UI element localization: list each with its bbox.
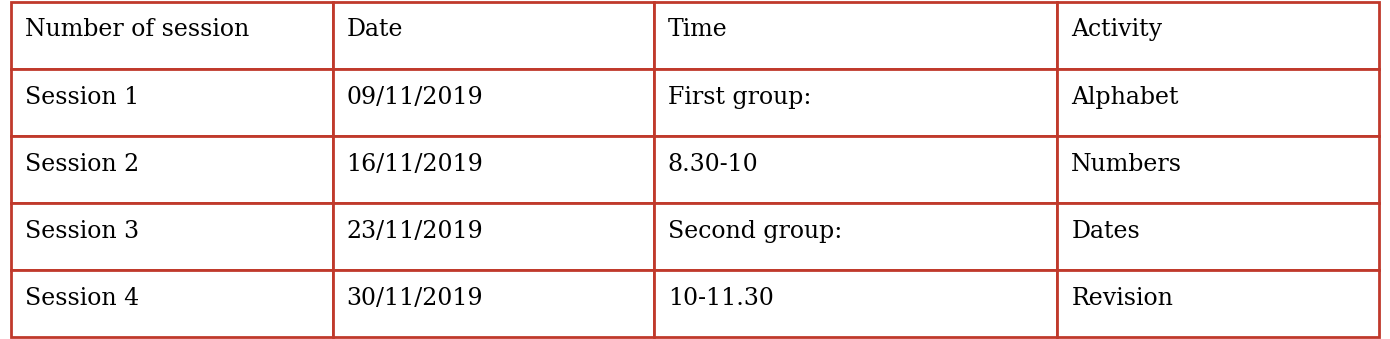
- Text: Date: Date: [346, 18, 403, 41]
- Text: Second group:: Second group:: [667, 220, 842, 243]
- Bar: [332, 136, 653, 203]
- Bar: [1058, 270, 1379, 337]
- Bar: [11, 136, 332, 203]
- Text: Activity: Activity: [1072, 18, 1162, 41]
- Bar: [332, 69, 653, 136]
- Text: 30/11/2019: 30/11/2019: [346, 287, 484, 310]
- Bar: [653, 136, 1058, 203]
- Bar: [11, 203, 332, 270]
- Bar: [11, 270, 332, 337]
- Bar: [653, 203, 1058, 270]
- Text: Time: Time: [667, 18, 727, 41]
- Text: 10-11.30: 10-11.30: [667, 287, 774, 310]
- Text: Numbers: Numbers: [1072, 153, 1183, 176]
- Bar: [1058, 2, 1379, 69]
- Text: First group:: First group:: [667, 86, 812, 108]
- Text: Alphabet: Alphabet: [1072, 86, 1179, 108]
- Bar: [332, 2, 653, 69]
- Text: 09/11/2019: 09/11/2019: [346, 86, 484, 108]
- Text: Revision: Revision: [1072, 287, 1173, 310]
- Text: 8.30-10: 8.30-10: [667, 153, 759, 176]
- Text: Session 1: Session 1: [25, 86, 139, 108]
- Bar: [11, 2, 332, 69]
- Bar: [332, 270, 653, 337]
- Bar: [653, 270, 1058, 337]
- Text: 23/11/2019: 23/11/2019: [346, 220, 484, 243]
- Text: 16/11/2019: 16/11/2019: [346, 153, 484, 176]
- Text: Session 3: Session 3: [25, 220, 139, 243]
- Bar: [1058, 69, 1379, 136]
- Bar: [653, 69, 1058, 136]
- Bar: [653, 2, 1058, 69]
- Text: Number of session: Number of session: [25, 18, 249, 41]
- Bar: [1058, 136, 1379, 203]
- Bar: [332, 203, 653, 270]
- Text: Session 4: Session 4: [25, 287, 139, 310]
- Text: Dates: Dates: [1072, 220, 1140, 243]
- Text: Session 2: Session 2: [25, 153, 139, 176]
- Bar: [11, 69, 332, 136]
- Bar: [1058, 203, 1379, 270]
